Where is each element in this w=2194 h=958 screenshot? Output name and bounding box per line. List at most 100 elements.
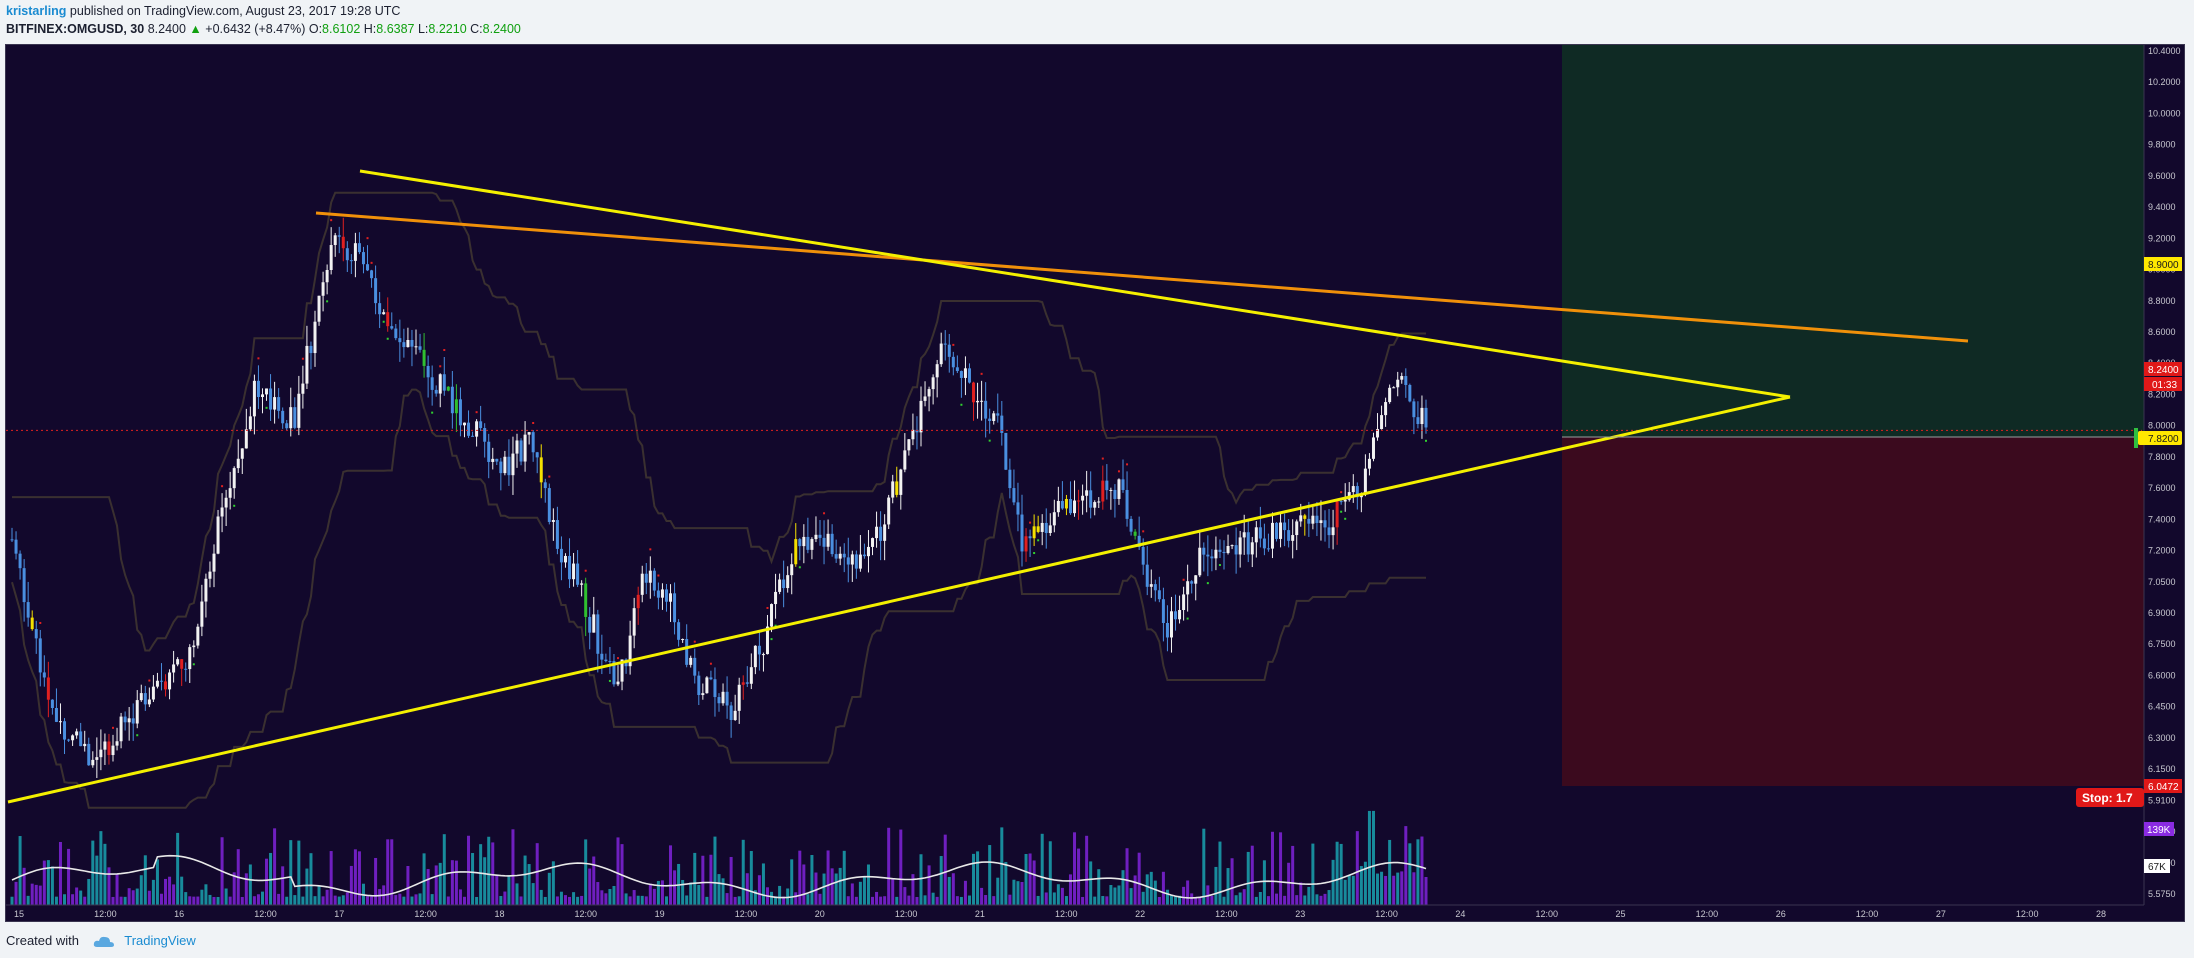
price-tick-label: 10.4000	[2148, 46, 2181, 56]
time-tick-label: 12:00	[94, 909, 117, 919]
candle-body	[1275, 522, 1279, 539]
candle-body	[426, 365, 430, 378]
volume-bar	[159, 893, 163, 905]
candle-body	[1327, 527, 1331, 536]
price-axis[interactable]	[2143, 45, 2184, 905]
volume-bar	[426, 869, 430, 905]
volume-bar	[273, 828, 277, 905]
candle-body	[212, 553, 216, 572]
candle-body	[422, 349, 426, 366]
volume-bar	[58, 841, 62, 905]
candle-body	[487, 441, 491, 462]
volume-bar	[1064, 896, 1068, 905]
candle-body	[293, 407, 297, 428]
candle-body	[555, 520, 559, 549]
volume-bar	[1295, 895, 1299, 905]
candle-body	[681, 639, 685, 641]
time-tick-label: 28	[2096, 909, 2106, 919]
price-chart[interactable]: 10.4000 10.2000 10.0000 9.8000 9.6000 9.4000 9…	[6, 45, 2184, 921]
candle-body	[911, 429, 915, 440]
time-axis[interactable]	[6, 904, 2144, 921]
candle-body	[697, 675, 701, 696]
volume-bar	[321, 896, 325, 905]
candle-body	[269, 388, 273, 410]
candle-body	[353, 243, 357, 261]
volume-bar	[216, 896, 220, 905]
candle-body	[765, 626, 769, 655]
volume-bar	[366, 896, 370, 905]
candle-body	[216, 516, 220, 554]
volume-bar	[1214, 866, 1218, 905]
candle-body	[1198, 547, 1202, 576]
volume-bar	[895, 896, 899, 905]
target-zone[interactable]	[1562, 45, 2144, 437]
orange-resistance-trendline[interactable]	[315, 211, 1969, 343]
candle-body	[1279, 522, 1283, 539]
volume-bar	[434, 865, 438, 905]
yellow-lower-trendline[interactable]	[7, 395, 1791, 804]
candle-body	[1396, 379, 1400, 388]
candle-body	[778, 579, 782, 592]
volume-bar	[1416, 839, 1420, 905]
candle-body	[256, 380, 260, 398]
candles	[10, 217, 1428, 779]
stop-badge[interactable]: Stop: 1.7	[2076, 788, 2144, 807]
candle-body	[551, 520, 555, 522]
volume-bar	[519, 896, 523, 905]
volume-bar	[592, 856, 596, 905]
volume-bar	[624, 893, 628, 905]
candle-body	[301, 383, 305, 394]
volume-bar	[806, 894, 810, 905]
volume-bar	[798, 850, 802, 905]
volume-bar	[79, 890, 83, 905]
volume-bar	[462, 896, 466, 905]
volume-bar	[293, 895, 297, 905]
candle-body	[935, 364, 939, 378]
chart-area[interactable]: 10.4000 10.2000 10.0000 9.8000 9.6000 9.4000 9…	[5, 44, 2185, 922]
candle-body	[386, 312, 390, 327]
volume-bar	[943, 834, 947, 905]
volume-bar	[693, 852, 697, 905]
candle-body	[745, 682, 749, 684]
candle-body	[907, 439, 911, 451]
candle-body	[1214, 549, 1218, 559]
candle-body	[543, 482, 547, 489]
candle-body	[1307, 518, 1311, 524]
candle-body	[616, 681, 620, 685]
volume-bar	[176, 832, 180, 905]
target-price-text: 8.9000	[2148, 260, 2179, 271]
candle-body	[1226, 546, 1230, 554]
candle-body	[794, 539, 798, 565]
volume-bar	[1125, 848, 1129, 905]
candle-body	[1287, 530, 1291, 541]
volume-bar	[18, 836, 22, 905]
candle-body	[535, 452, 539, 458]
candle-body	[22, 568, 26, 603]
volume-bar	[507, 875, 511, 905]
candle-body	[1064, 498, 1068, 509]
volume-bar	[1161, 871, 1165, 905]
stop-zone[interactable]	[1562, 437, 2144, 786]
buy-signal-dot	[1218, 564, 1221, 567]
yellow-upper-trendline[interactable]	[359, 169, 1791, 399]
candle-body	[842, 553, 846, 558]
volume-bar	[984, 895, 988, 905]
volume-bar	[1024, 853, 1028, 905]
volume-bar	[644, 896, 648, 905]
volume-bar	[1048, 841, 1052, 905]
volume-bar	[1044, 892, 1048, 905]
volume-bar	[42, 860, 46, 905]
current-price-tag: 8.2400 01:33	[2144, 362, 2182, 391]
candle-body	[503, 456, 507, 474]
candle-body	[1206, 554, 1210, 557]
volume-bar	[1105, 896, 1109, 905]
candle-body	[434, 389, 438, 394]
tradingview-link[interactable]: TradingView	[124, 933, 196, 948]
candle-body	[184, 668, 188, 670]
volume-bar	[1242, 889, 1246, 905]
candle-body	[875, 526, 879, 539]
volume-bar	[1141, 891, 1145, 905]
volume-bar	[353, 849, 357, 905]
candle-body	[1186, 581, 1190, 595]
author-link[interactable]: kristarling	[6, 4, 67, 18]
